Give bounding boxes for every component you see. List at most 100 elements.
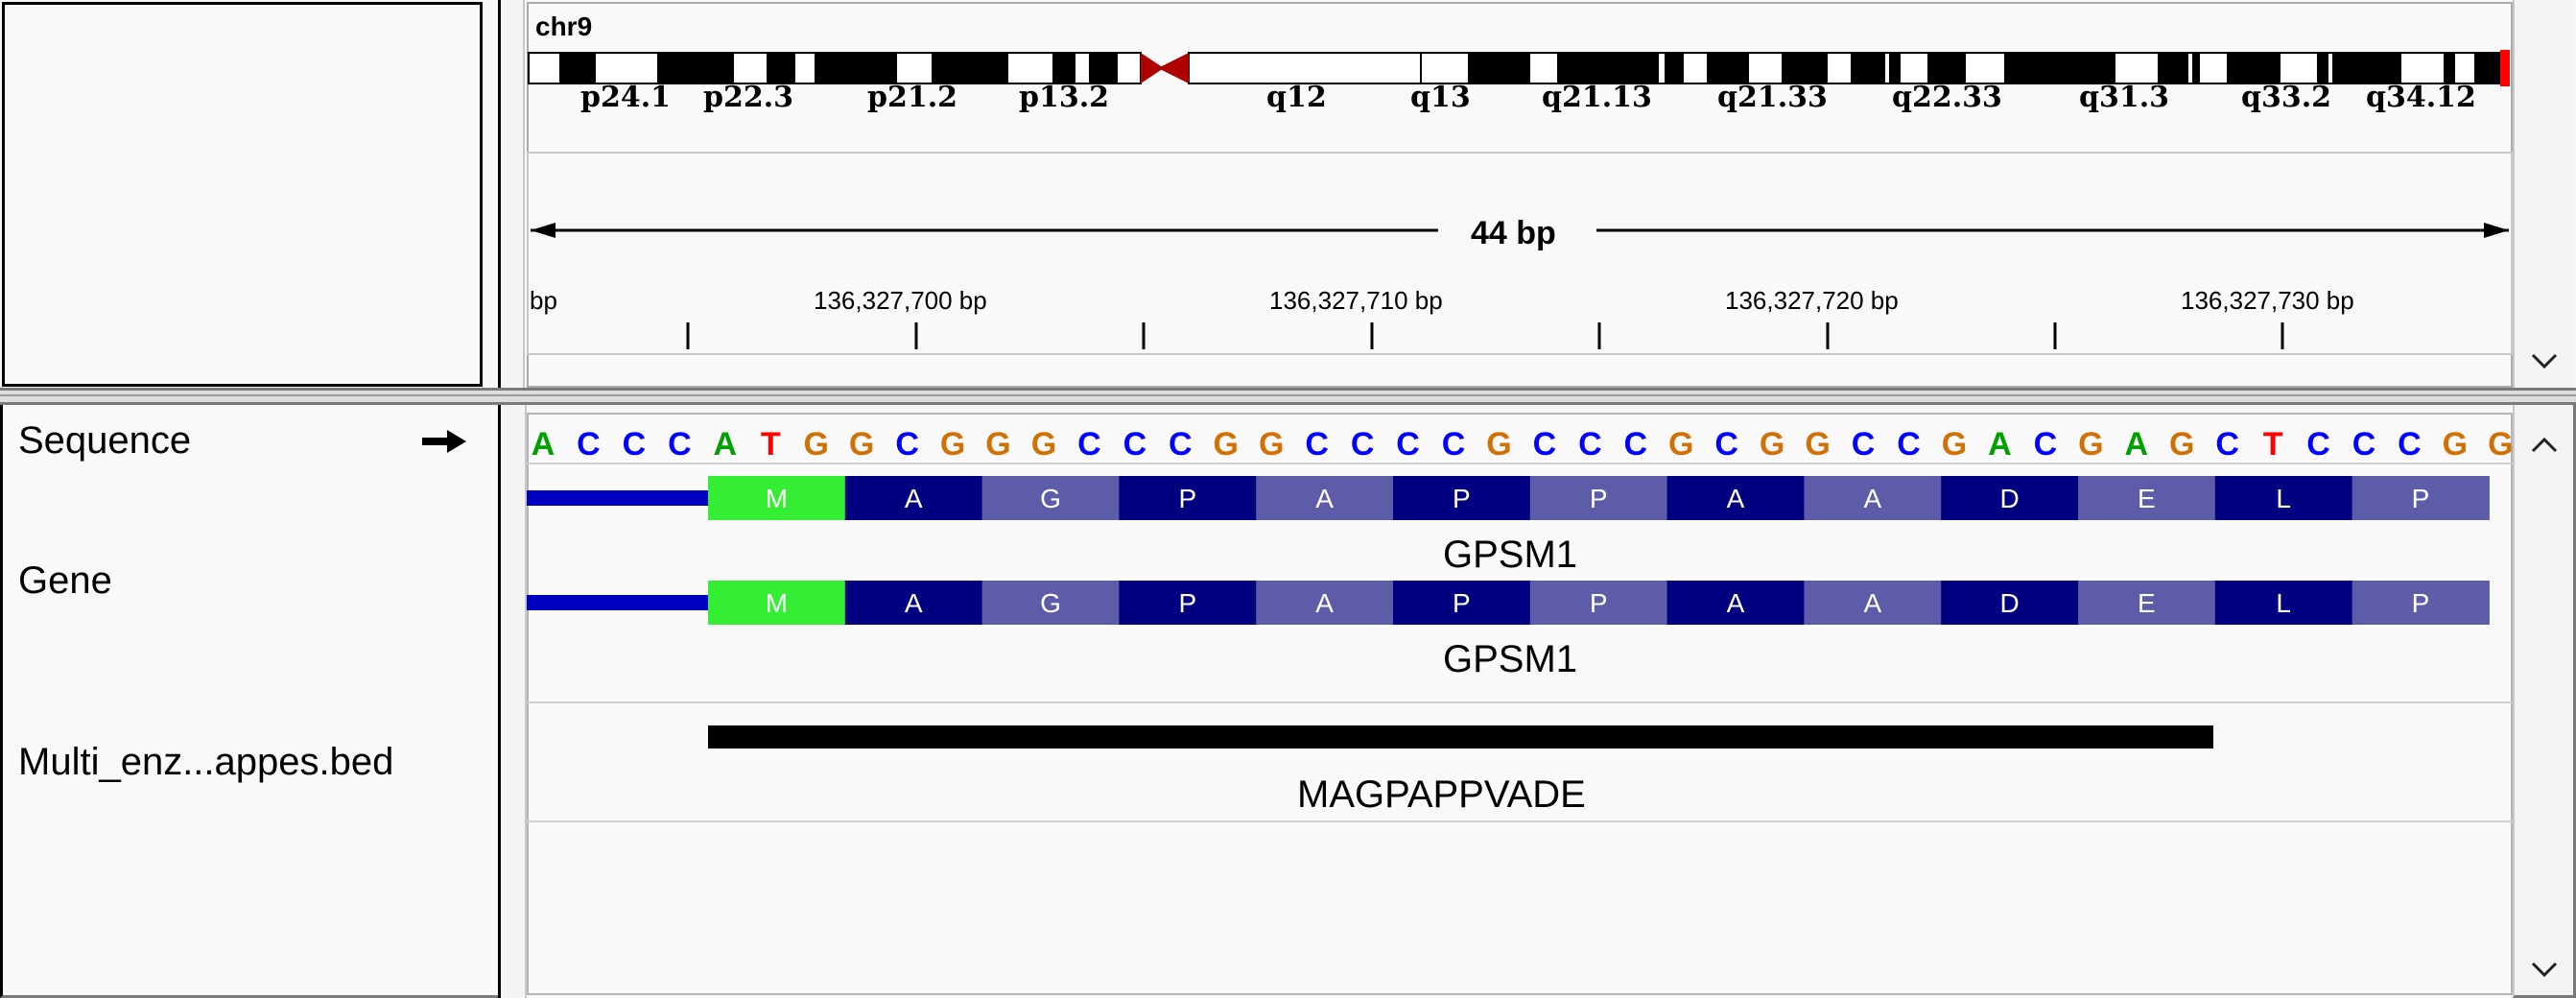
sequence-base: G — [1486, 426, 1511, 461]
sequence-base: C — [1351, 426, 1375, 461]
ruler-label: 136,327,700 bp — [814, 286, 987, 315]
sequence-base: C — [2352, 426, 2376, 461]
band-label: q31.3 — [2079, 81, 2170, 114]
codon-block — [2214, 581, 2353, 625]
sequence-base: C — [577, 426, 601, 461]
amino-acid-label: P — [2412, 588, 2430, 618]
amino-acid-label: M — [766, 484, 788, 513]
bed-track-rule — [527, 820, 2513, 822]
sequence-base: G — [2443, 426, 2468, 461]
sequence-base: C — [1714, 426, 1738, 461]
sequence-base: C — [2215, 426, 2239, 461]
sequence-base: C — [2034, 426, 2058, 461]
sequence-base: G — [1214, 426, 1239, 461]
utr-segment — [527, 490, 709, 506]
sequence-base: C — [1442, 426, 1466, 461]
codon-block — [1529, 581, 1668, 625]
gene-label: GPSM1 — [1443, 534, 1578, 576]
track-name-gene[interactable]: Gene — [18, 559, 112, 602]
amino-acid-label: L — [2276, 588, 2291, 618]
amino-acid-label: A — [1315, 588, 1334, 618]
track-name-sequence[interactable]: Sequence — [18, 419, 192, 462]
sequence-base: G — [2078, 426, 2103, 461]
right-arrow-icon[interactable] — [420, 428, 470, 455]
chevron-up-icon[interactable] — [2525, 430, 2564, 459]
chevron-down-icon[interactable] — [2525, 956, 2564, 985]
sequence-base: C — [1169, 426, 1193, 461]
sequence-base: C — [1852, 426, 1876, 461]
amino-acid-label: M — [766, 588, 788, 618]
sequence-base: A — [714, 426, 738, 461]
sequence-base: G — [1259, 426, 1284, 461]
sequence-base: G — [985, 426, 1010, 461]
ruler-label: 136,327,710 bp — [1269, 286, 1443, 315]
header-name-panel — [2, 2, 483, 387]
chromosome-name: chr9 — [535, 12, 593, 41]
codon-block — [844, 581, 983, 625]
track-scrollbar[interactable] — [2513, 405, 2576, 998]
sequence-base: G — [1942, 426, 1967, 461]
bed-feature-label: MAGPAPPVADE — [1297, 773, 1586, 816]
sequence-base: A — [2124, 426, 2148, 461]
codon-block — [1119, 581, 1257, 625]
amino-acid-label: P — [1178, 484, 1196, 513]
band-label: q21.33 — [1717, 81, 1828, 114]
amino-acid-label: A — [905, 588, 923, 618]
amino-acid-label: A — [1315, 484, 1334, 513]
ruler-label: 136,327,730 bp — [2181, 286, 2354, 315]
sequence-base: C — [1897, 426, 1921, 461]
chromosome-ideogram[interactable] — [527, 48, 2513, 91]
sequence-base: C — [1624, 426, 1648, 461]
band-label: q34.12 — [2366, 81, 2476, 114]
band-label: q12 — [1266, 81, 1327, 114]
amino-acid-label: P — [2412, 484, 2430, 513]
codon-block — [2078, 581, 2216, 625]
header-scrollbar[interactable] — [2513, 0, 2574, 388]
amino-acid-label: P — [1590, 484, 1608, 513]
amino-acid-label: A — [1863, 484, 1881, 513]
sequence-base: C — [1533, 426, 1557, 461]
band-label: q13 — [1410, 81, 1471, 114]
codon-block — [1393, 476, 1531, 520]
sequence-base: G — [2488, 426, 2513, 461]
sequence-base: G — [1668, 426, 1693, 461]
panel-divider[interactable] — [0, 388, 2576, 405]
sequence-base: C — [1077, 426, 1101, 461]
amino-acid-label: P — [1453, 588, 1471, 618]
chevron-down-icon[interactable] — [2525, 347, 2564, 376]
amino-acid-label: P — [1178, 588, 1196, 618]
codon-block — [708, 581, 846, 625]
codon-block — [981, 581, 1120, 625]
sequence-base: C — [2398, 426, 2422, 461]
band-label: p24.1 — [580, 81, 672, 114]
band-label: q22.33 — [1892, 81, 2002, 114]
ruler-label: bp — [530, 286, 557, 315]
codon-block — [1804, 581, 1942, 625]
header-attribute-column — [498, 0, 525, 392]
amino-acid-label: D — [1999, 484, 2019, 513]
codon-block — [2351, 476, 2490, 520]
sequence-base: G — [2169, 426, 2194, 461]
ruler-ticks — [686, 322, 2284, 349]
codon-block — [1666, 581, 1805, 625]
bed-feature[interactable] — [708, 725, 2213, 748]
codon-block — [2078, 476, 2216, 520]
sequence-base: G — [1760, 426, 1784, 461]
track-name-bed[interactable]: Multi_enz...appes.bed — [18, 741, 394, 783]
band-label: p22.3 — [703, 81, 794, 114]
sequence-base: G — [940, 426, 965, 461]
codon-block — [1119, 476, 1257, 520]
codon-block — [2351, 581, 2490, 625]
amino-acid-label: E — [2138, 484, 2156, 513]
span-label: 44 bp — [1471, 215, 1556, 251]
codon-block — [708, 476, 846, 520]
band-label: q21.13 — [1542, 81, 1652, 114]
amino-acid-label: A — [905, 484, 923, 513]
codon-block — [1666, 476, 1805, 520]
amino-acid-label: E — [2138, 588, 2156, 618]
sequence-base: G — [849, 426, 874, 461]
codon-block — [981, 476, 1120, 520]
